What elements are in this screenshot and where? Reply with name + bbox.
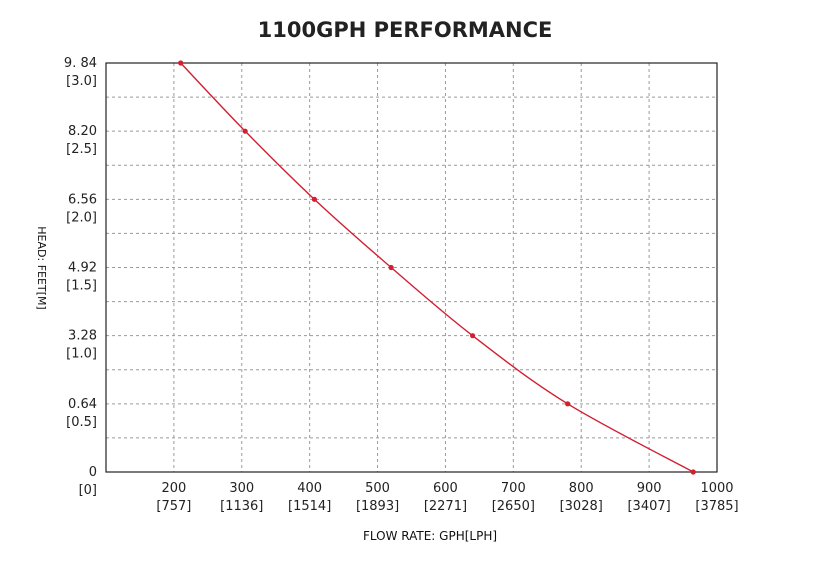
y-axis-label: HEAD: FEET[M]	[35, 226, 48, 309]
y-tick-label: 4.92	[68, 261, 97, 276]
data-point	[311, 196, 318, 202]
grid-lines	[106, 63, 717, 472]
x-tick-label: 400	[297, 481, 322, 496]
data-point	[470, 333, 476, 339]
y-tick-label: 3.28	[68, 329, 97, 344]
x-tick-label: 500	[365, 481, 390, 496]
x-tick-sublabel: [1514]	[288, 499, 331, 514]
data-point	[690, 469, 696, 475]
x-tick-label: 800	[569, 481, 594, 496]
x-tick-sublabel: [757]	[156, 499, 191, 514]
y-tick-sublabel: [0.5]	[66, 415, 97, 430]
y-tick-sublabel: [1.5]	[66, 279, 97, 294]
y-axis-ticks: 0 [0] 0.64 [0.5] 3.28 [1.0] 4.92 [1.5] 6.56 [2.0]…	[64, 56, 97, 498]
series-group	[178, 60, 696, 475]
y-tick-label: 0.64	[68, 397, 97, 412]
data-point	[178, 60, 184, 66]
x-tick-label: 1000	[700, 481, 733, 496]
y-tick-sublabel: [2.0]	[66, 210, 97, 225]
x-tick-label: 600	[433, 481, 458, 496]
plot-frame	[105, 62, 718, 473]
x-tick-sublabel: [2650]	[492, 499, 535, 514]
x-tick-label: 900	[637, 481, 662, 496]
x-tick-sublabel: [3785]	[695, 499, 738, 514]
y-tick-label: 0	[89, 465, 97, 480]
y-tick-sublabel: [1.0]	[66, 347, 97, 362]
x-tick-label: 200	[161, 481, 186, 496]
x-tick-sublabel: [1893]	[356, 499, 399, 514]
data-point	[242, 128, 248, 134]
x-tick-sublabel: [2271]	[424, 499, 467, 514]
x-tick-label: 300	[229, 481, 254, 496]
x-tick-sublabel: [1136]	[220, 499, 263, 514]
data-point	[388, 264, 394, 271]
x-tick-label: 700	[501, 481, 526, 496]
chart-title: 1100GPH PERFORMANCE	[258, 18, 553, 42]
x-tick-sublabel: [3028]	[560, 499, 603, 514]
y-tick-sublabel: [3.0]	[66, 74, 97, 89]
x-axis-ticks: 200 [757] 300 [1136] 400 [1514] 500 [1893] 600 [2…	[156, 481, 738, 514]
y-tick-label: 8.20	[68, 124, 97, 139]
y-tick-sublabel: [2.5]	[66, 142, 97, 157]
y-tick-label: 6.56	[68, 192, 97, 207]
x-tick-sublabel: [3407]	[627, 499, 670, 514]
x-axis-label: FLOW RATE: GPH[LPH]	[363, 529, 497, 543]
y-tick-sublabel: [0]	[79, 483, 97, 498]
y-tick-label: 9. 84	[64, 56, 97, 71]
data-point	[565, 401, 571, 407]
